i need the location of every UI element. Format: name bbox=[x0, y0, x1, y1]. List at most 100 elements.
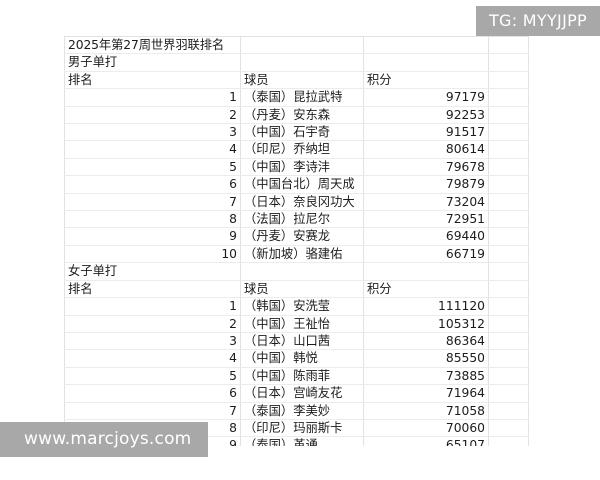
rank-value[interactable]: 3 bbox=[64, 332, 241, 351]
player-value[interactable]: （中国）王祉怡 bbox=[240, 315, 364, 333]
score-value[interactable]: 86364 bbox=[363, 332, 489, 351]
score-value[interactable]: 80614 bbox=[363, 140, 489, 159]
player-value[interactable]: （日本）山口茜 bbox=[240, 332, 364, 351]
player-value[interactable]: （新加坡）骆建佑 bbox=[240, 245, 364, 264]
empty-cell[interactable] bbox=[488, 175, 529, 194]
ranking-spreadsheet[interactable]: 2025年第27周世界羽联排名 男子单打 排名 球员 积分 1 （泰国）昆拉 bbox=[64, 35, 529, 473]
empty-cell[interactable] bbox=[488, 140, 529, 159]
table-row[interactable]: 5 （中国）陈雨菲 73885 bbox=[64, 367, 529, 386]
table-row[interactable]: 3 （日本）山口茜 86364 bbox=[64, 332, 529, 351]
empty-cell[interactable] bbox=[363, 35, 489, 55]
empty-cell[interactable] bbox=[240, 35, 364, 55]
empty-cell[interactable] bbox=[488, 384, 529, 403]
table-row[interactable]: 1 （韩国）安洗莹 111120 bbox=[64, 297, 529, 316]
table-row[interactable]: 4 （中国）韩悦 85550 bbox=[64, 349, 529, 368]
empty-cell[interactable] bbox=[488, 123, 529, 142]
empty-cell[interactable] bbox=[488, 245, 529, 264]
empty-cell[interactable] bbox=[488, 158, 529, 177]
empty-cell[interactable] bbox=[488, 210, 529, 229]
player-value[interactable]: （泰国）昆拉武特 bbox=[240, 88, 364, 107]
rank-value[interactable]: 9 bbox=[64, 227, 241, 246]
empty-cell[interactable] bbox=[488, 193, 529, 212]
rank-value[interactable]: 2 bbox=[64, 315, 241, 333]
empty-cell[interactable] bbox=[240, 262, 364, 281]
rank-value[interactable]: 7 bbox=[64, 402, 241, 420]
column-header-rank[interactable]: 排名 bbox=[64, 280, 241, 299]
sheet-title[interactable]: 2025年第27周世界羽联排名 bbox=[64, 35, 241, 55]
empty-cell[interactable] bbox=[363, 262, 489, 281]
score-value[interactable]: 73885 bbox=[363, 367, 489, 386]
column-header-rank[interactable]: 排名 bbox=[64, 71, 241, 90]
empty-cell[interactable] bbox=[488, 35, 529, 55]
table-row[interactable]: 6 （中国台北）周天成 79879 bbox=[64, 175, 529, 194]
score-value[interactable]: 71964 bbox=[363, 384, 489, 403]
table-row[interactable]: 1 （泰国）昆拉武特 97179 bbox=[64, 88, 529, 107]
player-value[interactable]: （法国）拉尼尔 bbox=[240, 210, 364, 229]
score-value[interactable]: 79879 bbox=[363, 175, 489, 194]
rank-value[interactable]: 8 bbox=[64, 210, 241, 229]
rank-value[interactable]: 6 bbox=[64, 384, 241, 403]
player-value[interactable]: （泰国）李美妙 bbox=[240, 402, 364, 420]
empty-cell[interactable] bbox=[488, 262, 529, 281]
table-row[interactable]: 7 （泰国）李美妙 71058 bbox=[64, 402, 529, 420]
rank-value[interactable]: 5 bbox=[64, 158, 241, 177]
table-row[interactable]: 2 （丹麦）安东森 92253 bbox=[64, 106, 529, 125]
player-value[interactable]: （中国）韩悦 bbox=[240, 349, 364, 368]
player-value[interactable]: （丹麦）安东森 bbox=[240, 106, 364, 125]
column-header-player[interactable]: 球员 bbox=[240, 71, 364, 90]
player-value[interactable]: （中国台北）周天成 bbox=[240, 175, 364, 194]
table-row[interactable]: 8 （法国）拉尼尔 72951 bbox=[64, 210, 529, 229]
column-header-player[interactable]: 球员 bbox=[240, 280, 364, 299]
empty-cell[interactable] bbox=[488, 71, 529, 90]
empty-cell[interactable] bbox=[488, 315, 529, 333]
rank-value[interactable]: 3 bbox=[64, 123, 241, 142]
table-row[interactable]: 7 （日本）奈良冈功大 73204 bbox=[64, 193, 529, 212]
score-value[interactable]: 69440 bbox=[363, 227, 489, 246]
table-row[interactable]: 5 （中国）李诗沣 79678 bbox=[64, 158, 529, 177]
player-value[interactable]: （印尼）乔纳坦 bbox=[240, 140, 364, 159]
score-value[interactable]: 79678 bbox=[363, 158, 489, 177]
empty-cell[interactable] bbox=[488, 367, 529, 386]
empty-cell[interactable] bbox=[488, 349, 529, 368]
rank-value[interactable]: 2 bbox=[64, 106, 241, 125]
score-value[interactable]: 111120 bbox=[363, 297, 489, 316]
column-header-score[interactable]: 积分 bbox=[363, 71, 489, 90]
rank-value[interactable]: 7 bbox=[64, 193, 241, 212]
score-value[interactable]: 92253 bbox=[363, 106, 489, 125]
score-value[interactable]: 71058 bbox=[363, 402, 489, 420]
player-value[interactable]: （中国）陈雨菲 bbox=[240, 367, 364, 386]
rank-value[interactable]: 1 bbox=[64, 88, 241, 107]
score-value[interactable]: 97179 bbox=[363, 88, 489, 107]
score-value[interactable]: 73204 bbox=[363, 193, 489, 212]
column-header-score[interactable]: 积分 bbox=[363, 280, 489, 299]
empty-cell[interactable] bbox=[488, 402, 529, 420]
section-title-womens[interactable]: 女子单打 bbox=[64, 262, 241, 281]
table-row[interactable]: 10 （新加坡）骆建佑 66719 bbox=[64, 245, 529, 264]
score-value[interactable]: 105312 bbox=[363, 315, 489, 333]
table-row[interactable]: 3 （中国）石宇奇 91517 bbox=[64, 123, 529, 142]
player-value[interactable]: （中国）石宇奇 bbox=[240, 123, 364, 142]
empty-cell[interactable] bbox=[240, 53, 364, 72]
rank-value[interactable]: 1 bbox=[64, 297, 241, 316]
rank-value[interactable]: 4 bbox=[64, 140, 241, 159]
table-row[interactable]: 2 （中国）王祉怡 105312 bbox=[64, 315, 529, 333]
empty-cell[interactable] bbox=[488, 227, 529, 246]
score-value[interactable]: 85550 bbox=[363, 349, 489, 368]
player-value[interactable]: （中国）李诗沣 bbox=[240, 158, 364, 177]
rank-value[interactable]: 6 bbox=[64, 175, 241, 194]
empty-cell[interactable] bbox=[488, 419, 529, 438]
player-value[interactable]: （韩国）安洗莹 bbox=[240, 297, 364, 316]
player-value[interactable]: （日本）宫崎友花 bbox=[240, 384, 364, 403]
empty-cell[interactable] bbox=[488, 53, 529, 72]
score-value[interactable]: 72951 bbox=[363, 210, 489, 229]
table-row[interactable]: 6 （日本）宫崎友花 71964 bbox=[64, 384, 529, 403]
player-value[interactable]: （印尼）玛丽斯卡 bbox=[240, 419, 364, 438]
table-row[interactable]: 4 （印尼）乔纳坦 80614 bbox=[64, 140, 529, 159]
empty-cell[interactable] bbox=[488, 280, 529, 299]
empty-cell[interactable] bbox=[488, 332, 529, 351]
empty-cell[interactable] bbox=[488, 106, 529, 125]
score-value[interactable]: 70060 bbox=[363, 419, 489, 438]
score-value[interactable]: 66719 bbox=[363, 245, 489, 264]
rank-value[interactable]: 10 bbox=[64, 245, 241, 264]
rank-value[interactable]: 4 bbox=[64, 349, 241, 368]
